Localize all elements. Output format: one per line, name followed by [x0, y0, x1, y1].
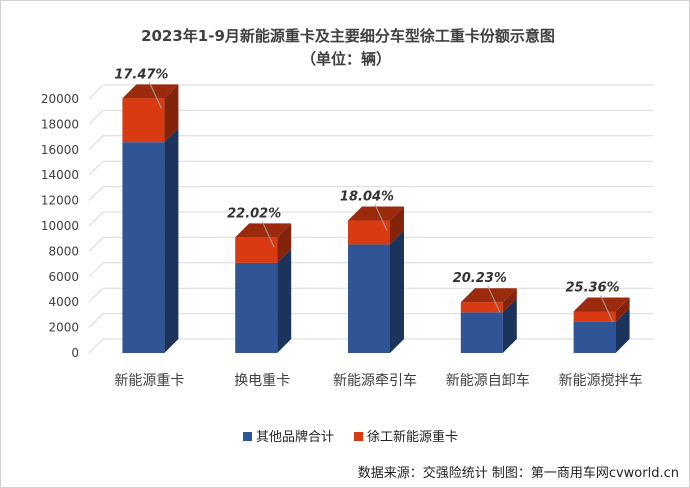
bar-side-0-3	[502, 298, 517, 353]
y-tick-4000: 4000	[48, 295, 79, 309]
legend: 其他品牌合计 徐工新能源重卡	[243, 429, 458, 445]
bar-1-1	[235, 237, 278, 263]
bar-1-2	[348, 220, 390, 245]
gridline-20000	[88, 84, 653, 100]
x-tick-label-0: 新能源重卡	[114, 373, 184, 389]
y-tick-10000: 10000	[41, 219, 79, 233]
chart-title: 2023年1-9月新能源重卡及主要细分车型徐工重卡份额示意图	[141, 27, 555, 45]
bar-side-0-0	[164, 128, 179, 353]
bar-side-1-2	[390, 206, 404, 245]
bar-side-1-3	[502, 288, 517, 313]
bar-0-0	[122, 142, 165, 353]
bar-side-0-2	[390, 230, 404, 353]
y-tick-16000: 16000	[41, 143, 79, 157]
y-tick-6000: 6000	[48, 270, 79, 284]
bar-0-4	[573, 321, 616, 353]
share-label-3: 20.23%	[453, 271, 507, 286]
bar-top-4	[573, 297, 630, 312]
grid-lines	[88, 84, 653, 354]
bar-top-1	[235, 223, 292, 238]
bar-side-1-0	[164, 84, 179, 143]
leader-line-0	[148, 82, 162, 109]
bar-top-2	[348, 206, 404, 221]
gridline-6000	[88, 262, 653, 278]
y-tick-14000: 14000	[41, 168, 79, 182]
y-tick-12000: 12000	[41, 194, 79, 208]
y-tick-8000: 8000	[48, 244, 79, 258]
bars	[122, 84, 630, 353]
y-tick-0: 0	[71, 346, 79, 360]
bar-1-4	[573, 311, 616, 322]
gridline-4000	[88, 287, 653, 303]
share-label-1: 22.02%	[227, 206, 281, 221]
y-axis: 0 2000 4000 6000 8000 10000 12000 14000 16000 180…	[41, 92, 79, 360]
bar-side-0-1	[277, 248, 292, 353]
x-tick-label-2: 新能源牵引车	[333, 372, 417, 389]
share-label-2: 18.04%	[340, 190, 394, 205]
gridline-16000	[88, 135, 653, 151]
gridline-8000	[88, 236, 653, 252]
share-label-0: 17.47%	[114, 67, 168, 82]
y-tick-20000: 20000	[41, 92, 79, 106]
gridline-14000	[88, 160, 653, 176]
legend-swatch-xcmg	[354, 432, 363, 441]
legend-label-xcmg: 徐工新能源重卡	[367, 429, 458, 445]
bar-top-3	[460, 288, 517, 303]
leader-line-1	[261, 221, 275, 248]
gridline-10000	[88, 211, 653, 227]
legend-swatch-other-brands	[243, 432, 252, 441]
bar-1-0	[122, 98, 165, 143]
bar-side-0-4	[615, 307, 630, 353]
bar-side-1-4	[615, 297, 630, 322]
leader-line-4	[600, 295, 614, 322]
bar-1-3	[460, 302, 503, 313]
chart-subtitle: （单位：辆）	[301, 50, 391, 68]
share-labels: 17.47% 22.02% 18.04% 20.23% 25.36%	[114, 67, 620, 322]
bar-top-0	[122, 84, 179, 99]
share-label-4: 25.36%	[566, 280, 620, 295]
leader-line-3	[487, 285, 501, 313]
bar-side-1-1	[277, 223, 292, 263]
x-tick-label-1: 换电重卡	[234, 372, 290, 389]
x-tick-label-3: 新能源自卸车	[446, 372, 530, 389]
leader-line-2	[374, 204, 388, 231]
gridline-18000	[88, 109, 653, 125]
x-tick-label-4: 新能源搅拌车	[559, 372, 643, 389]
legend-label-other-brands: 其他品牌合计	[256, 429, 334, 445]
bar-0-1	[235, 262, 278, 353]
y-tick-18000: 18000	[41, 117, 79, 131]
bar-0-2	[348, 244, 390, 353]
bar-0-3	[460, 312, 503, 353]
y-tick-2000: 2000	[48, 321, 79, 335]
gridline-12000	[88, 186, 653, 201]
source-note: 数据来源：交强险统计 制图：第一商用车网cvworld.cn	[358, 465, 679, 481]
x-axis: 新能源重卡 换电重卡 新能源牵引车 新能源自卸车 新能源搅拌车	[114, 372, 642, 389]
